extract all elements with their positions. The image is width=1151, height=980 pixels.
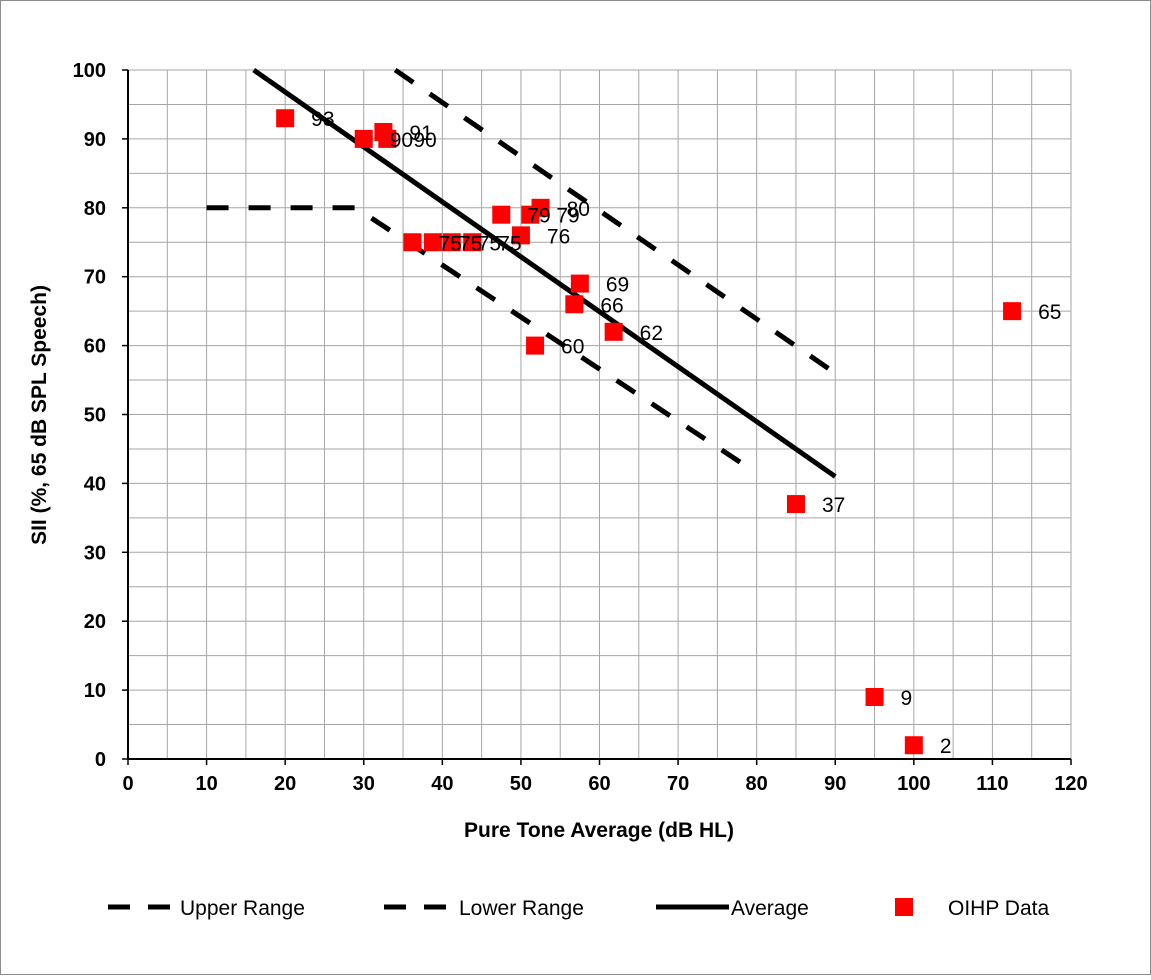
y-tick-label: 50 [84, 405, 106, 427]
data-point [423, 233, 442, 252]
data-point [565, 295, 584, 314]
data-point [1003, 302, 1022, 321]
data-point [378, 129, 397, 148]
legend-label-upper-range: Upper Range [180, 897, 305, 920]
x-tick-label: 20 [274, 773, 296, 795]
x-tick-label: 10 [195, 773, 217, 795]
legend-label-oihp-data: OIHP Data [948, 897, 1049, 920]
lower-range-line [206, 205, 743, 465]
data-point [492, 205, 511, 224]
data-point [786, 495, 805, 514]
x-tick-label: 60 [588, 773, 610, 795]
data-markers [276, 109, 1022, 755]
legend-label-lower-range: Lower Range [459, 897, 584, 920]
average-line [252, 67, 837, 479]
x-tick-label: 100 [897, 773, 930, 795]
data-label: 60 [561, 336, 584, 359]
y-tick-label: 10 [84, 680, 106, 702]
x-axis-title: Pure Tone Average (dB HL) [464, 819, 734, 842]
data-label: 93 [311, 108, 334, 131]
data-point [463, 233, 482, 252]
y-tick-label: 90 [84, 129, 106, 151]
data-label: 90 [390, 129, 413, 152]
upper-range-line [393, 67, 837, 376]
data-point [526, 336, 545, 355]
data-point [354, 129, 373, 148]
data-point [276, 109, 295, 128]
y-tick-label: 20 [84, 611, 106, 633]
legend-marker-oihp-data [895, 898, 913, 916]
y-tick-label: 80 [84, 198, 106, 220]
y-tick-label: 40 [84, 473, 106, 495]
data-label: 9 [901, 687, 913, 710]
grid [127, 69, 1072, 760]
data-point [511, 226, 530, 245]
data-label: 75 [438, 232, 461, 255]
legend-label-average: Average [731, 897, 809, 920]
x-tick-label: 50 [510, 773, 532, 795]
x-tick-label: 80 [746, 773, 768, 795]
y-tick-label: 30 [84, 542, 106, 564]
y-axis-title: SII (%, 65 dB SPL Speech) [28, 285, 51, 545]
data-point [403, 233, 422, 252]
data-label: 62 [640, 322, 663, 345]
y-tick-label: 100 [73, 60, 106, 82]
data-label: 91 [409, 122, 432, 145]
data-label: 76 [547, 225, 570, 248]
data-label: 2 [940, 735, 952, 758]
data-label: 66 [600, 294, 623, 317]
y-tick-label: 70 [84, 267, 106, 289]
x-tick-label: 0 [122, 773, 133, 795]
x-tick-label: 70 [667, 773, 689, 795]
x-tick-label: 30 [353, 773, 375, 795]
y-tick-label: 0 [95, 749, 106, 771]
data-label: 79 [556, 205, 579, 228]
legend: Upper Range Lower Range Average OIHP Data [108, 897, 1049, 920]
data-point [865, 687, 884, 706]
data-label: 75 [478, 232, 501, 255]
data-label: 75 [459, 232, 482, 255]
data-label: 65 [1038, 301, 1061, 324]
x-tick-label: 40 [431, 773, 453, 795]
axes: 0 10 20 30 40 50 60 70 80 90 100 110 120 0 10 20 30 40 50 6… [73, 60, 1088, 795]
data-point [604, 322, 623, 341]
data-label: 69 [606, 274, 629, 297]
x-tick-label: 110 [976, 773, 1008, 795]
series-lines [206, 67, 837, 479]
data-point [531, 198, 550, 217]
y-tick-label: 60 [84, 336, 106, 358]
data-label: 90 [413, 129, 436, 152]
data-label: 80 [567, 198, 590, 221]
data-label: 75 [498, 232, 521, 255]
data-label: 79 [527, 205, 550, 228]
data-point [570, 274, 589, 293]
x-tick-label: 90 [824, 773, 846, 795]
data-point [442, 233, 461, 252]
x-tick-label: 120 [1054, 773, 1087, 795]
data-label: 37 [822, 494, 845, 517]
data-point [904, 736, 923, 755]
